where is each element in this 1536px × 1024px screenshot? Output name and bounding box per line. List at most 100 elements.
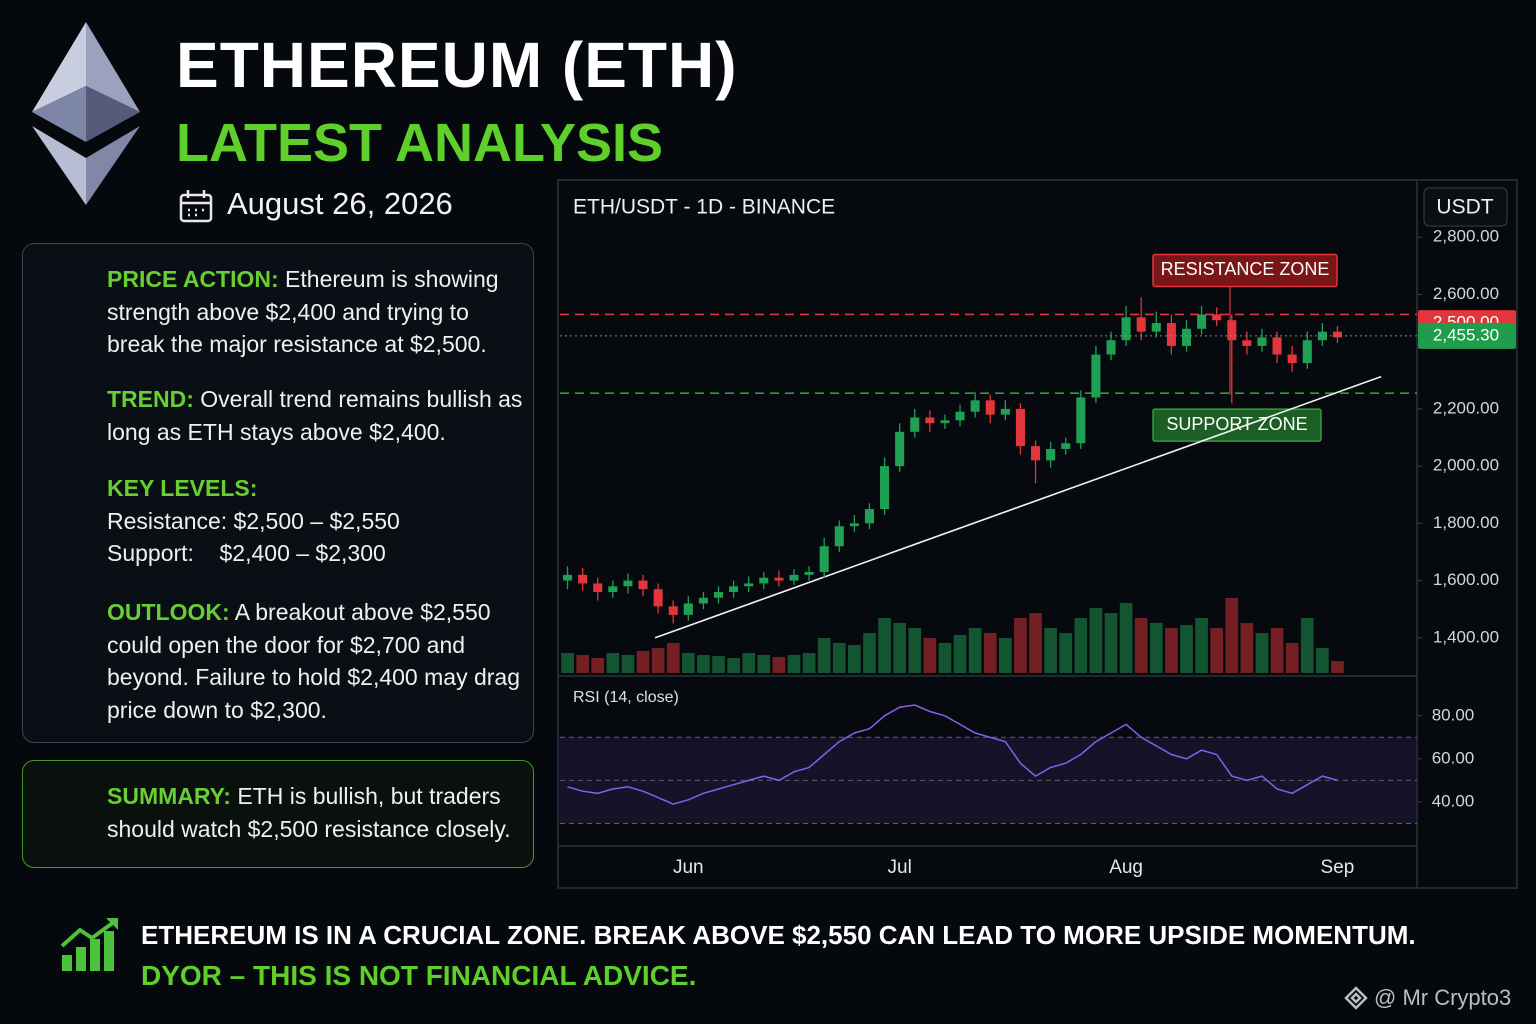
volume-bar <box>1134 618 1148 673</box>
volume-bar <box>742 653 756 673</box>
volume-bar <box>697 655 710 673</box>
candle-body <box>1272 337 1282 355</box>
volume-bar <box>983 633 997 673</box>
candle-body <box>985 400 995 415</box>
summary-text: ETH is bullish, but traders should watch… <box>107 783 511 842</box>
volume-bar <box>923 638 937 673</box>
volume-bar <box>1119 603 1133 673</box>
volume-bar <box>1074 618 1088 673</box>
trendline <box>654 375 1382 639</box>
candle-body <box>1000 408 1010 415</box>
volume-bar <box>681 653 695 673</box>
candle-body <box>819 546 829 572</box>
volume-bar <box>1180 625 1193 673</box>
candle-body <box>1151 323 1161 332</box>
price-mark <box>1418 322 1516 349</box>
summary-label: SUMMARY: <box>107 783 231 809</box>
volume-bar <box>1255 633 1269 673</box>
item-label: TREND: <box>107 386 194 412</box>
item-label: OUTLOOK: <box>107 599 230 625</box>
x-tick-label: Aug <box>1109 857 1143 878</box>
y-tick-label: 1,800.00 <box>1433 513 1499 532</box>
item-label: PRICE ACTION: <box>107 266 279 292</box>
volume-bar <box>591 658 605 673</box>
volume-bar <box>878 618 891 673</box>
candle-body <box>1242 340 1252 346</box>
volume-bar <box>1059 633 1073 673</box>
volume-bar <box>787 655 801 673</box>
volume-bar <box>1089 608 1103 673</box>
resistance-label: RESISTANCE ZONE <box>1161 259 1330 279</box>
price-mark-label: 2,455.30 <box>1433 325 1499 344</box>
page-subtitle: LATEST ANALYSIS <box>176 113 664 173</box>
candle-body <box>1317 331 1327 341</box>
item-text: Ethereum is showing strength above $2,40… <box>107 266 499 357</box>
chart-title: ETH/USDT - 1D - BINANCE <box>573 196 835 219</box>
candle-body <box>1212 314 1222 321</box>
candle-body <box>1121 317 1131 341</box>
item-text: A breakout above $2,550 could open the d… <box>107 599 520 723</box>
candle-body <box>1302 340 1312 364</box>
volume-bar <box>651 648 665 673</box>
volume-bar <box>621 655 635 673</box>
volume-bar <box>1331 661 1344 673</box>
volume-bar <box>757 655 771 673</box>
candle-body <box>638 580 648 590</box>
y-tick-label: 2,000.00 <box>1433 456 1499 475</box>
rsi-tick-label: 40.00 <box>1432 791 1475 810</box>
currency: USDT <box>1436 196 1493 219</box>
rsi-tick-label: 80.00 <box>1432 705 1475 724</box>
candle-body <box>895 431 905 467</box>
candle-body <box>713 592 724 598</box>
watermark-logo <box>1344 986 1368 1010</box>
item-label: KEY LEVELS: <box>107 475 258 501</box>
candle-body <box>1197 314 1207 329</box>
candle-body <box>1031 446 1041 461</box>
y-tick-label: 2,200.00 <box>1433 398 1499 417</box>
support-box <box>1152 408 1322 442</box>
volume-bar <box>863 633 876 673</box>
y-tick-label: 2,600.00 <box>1433 284 1499 303</box>
candle-body <box>608 586 618 593</box>
volume-bar <box>666 643 680 673</box>
y-tick-label: 2,800.00 <box>1433 227 1499 246</box>
resistance-box <box>1152 253 1338 288</box>
candle-body <box>653 589 663 607</box>
analysis-item: KEY LEVELS: Resistance: $2,500 – $2,550 Su… <box>107 472 527 570</box>
rsi-line <box>567 704 1338 805</box>
candle-body <box>578 574 588 584</box>
footer-disclaimer: DYOR – THIS IS NOT FINANCIAL ADVICE. <box>141 960 697 991</box>
volume-bar <box>1029 613 1042 673</box>
volume-bar <box>561 653 574 673</box>
volume-bar <box>1195 618 1208 673</box>
volume-bar <box>938 643 952 673</box>
volume-bar <box>832 643 846 673</box>
candle-body <box>1046 448 1056 461</box>
candle-body <box>1076 397 1086 444</box>
volume-bar <box>606 653 620 673</box>
summary-panel <box>22 760 534 868</box>
candle-body <box>698 597 708 604</box>
candle-body <box>1061 443 1071 449</box>
chart-frame <box>557 179 1518 889</box>
item-text: Overall trend remains bullish as long as… <box>107 386 523 445</box>
page-title: ETHEREUM (ETH) <box>176 29 738 101</box>
candle-body <box>729 586 739 593</box>
y-tick-label: 1,600.00 <box>1433 570 1499 589</box>
candle-body <box>1287 354 1297 364</box>
item-line: Resistance: $2,500 – $2,550 <box>107 507 400 534</box>
item-line: Support: $2,400 – $2,300 <box>107 540 386 566</box>
volume-bar <box>802 653 816 673</box>
footer-icon <box>60 918 118 971</box>
volume-bar <box>576 655 589 673</box>
x-tick-label: Jul <box>888 857 912 878</box>
x-tick-label: Sep <box>1321 857 1355 878</box>
footer-headline: ETHEREUM IS IN A CRUCIAL ZONE. BREAK ABO… <box>141 920 1416 950</box>
candle-body <box>774 577 784 581</box>
volume-bar <box>712 656 725 673</box>
analysis-item: TREND: Overall trend remains bullish as … <box>107 383 527 448</box>
volume-bar <box>772 657 786 673</box>
candle-body <box>940 420 950 424</box>
